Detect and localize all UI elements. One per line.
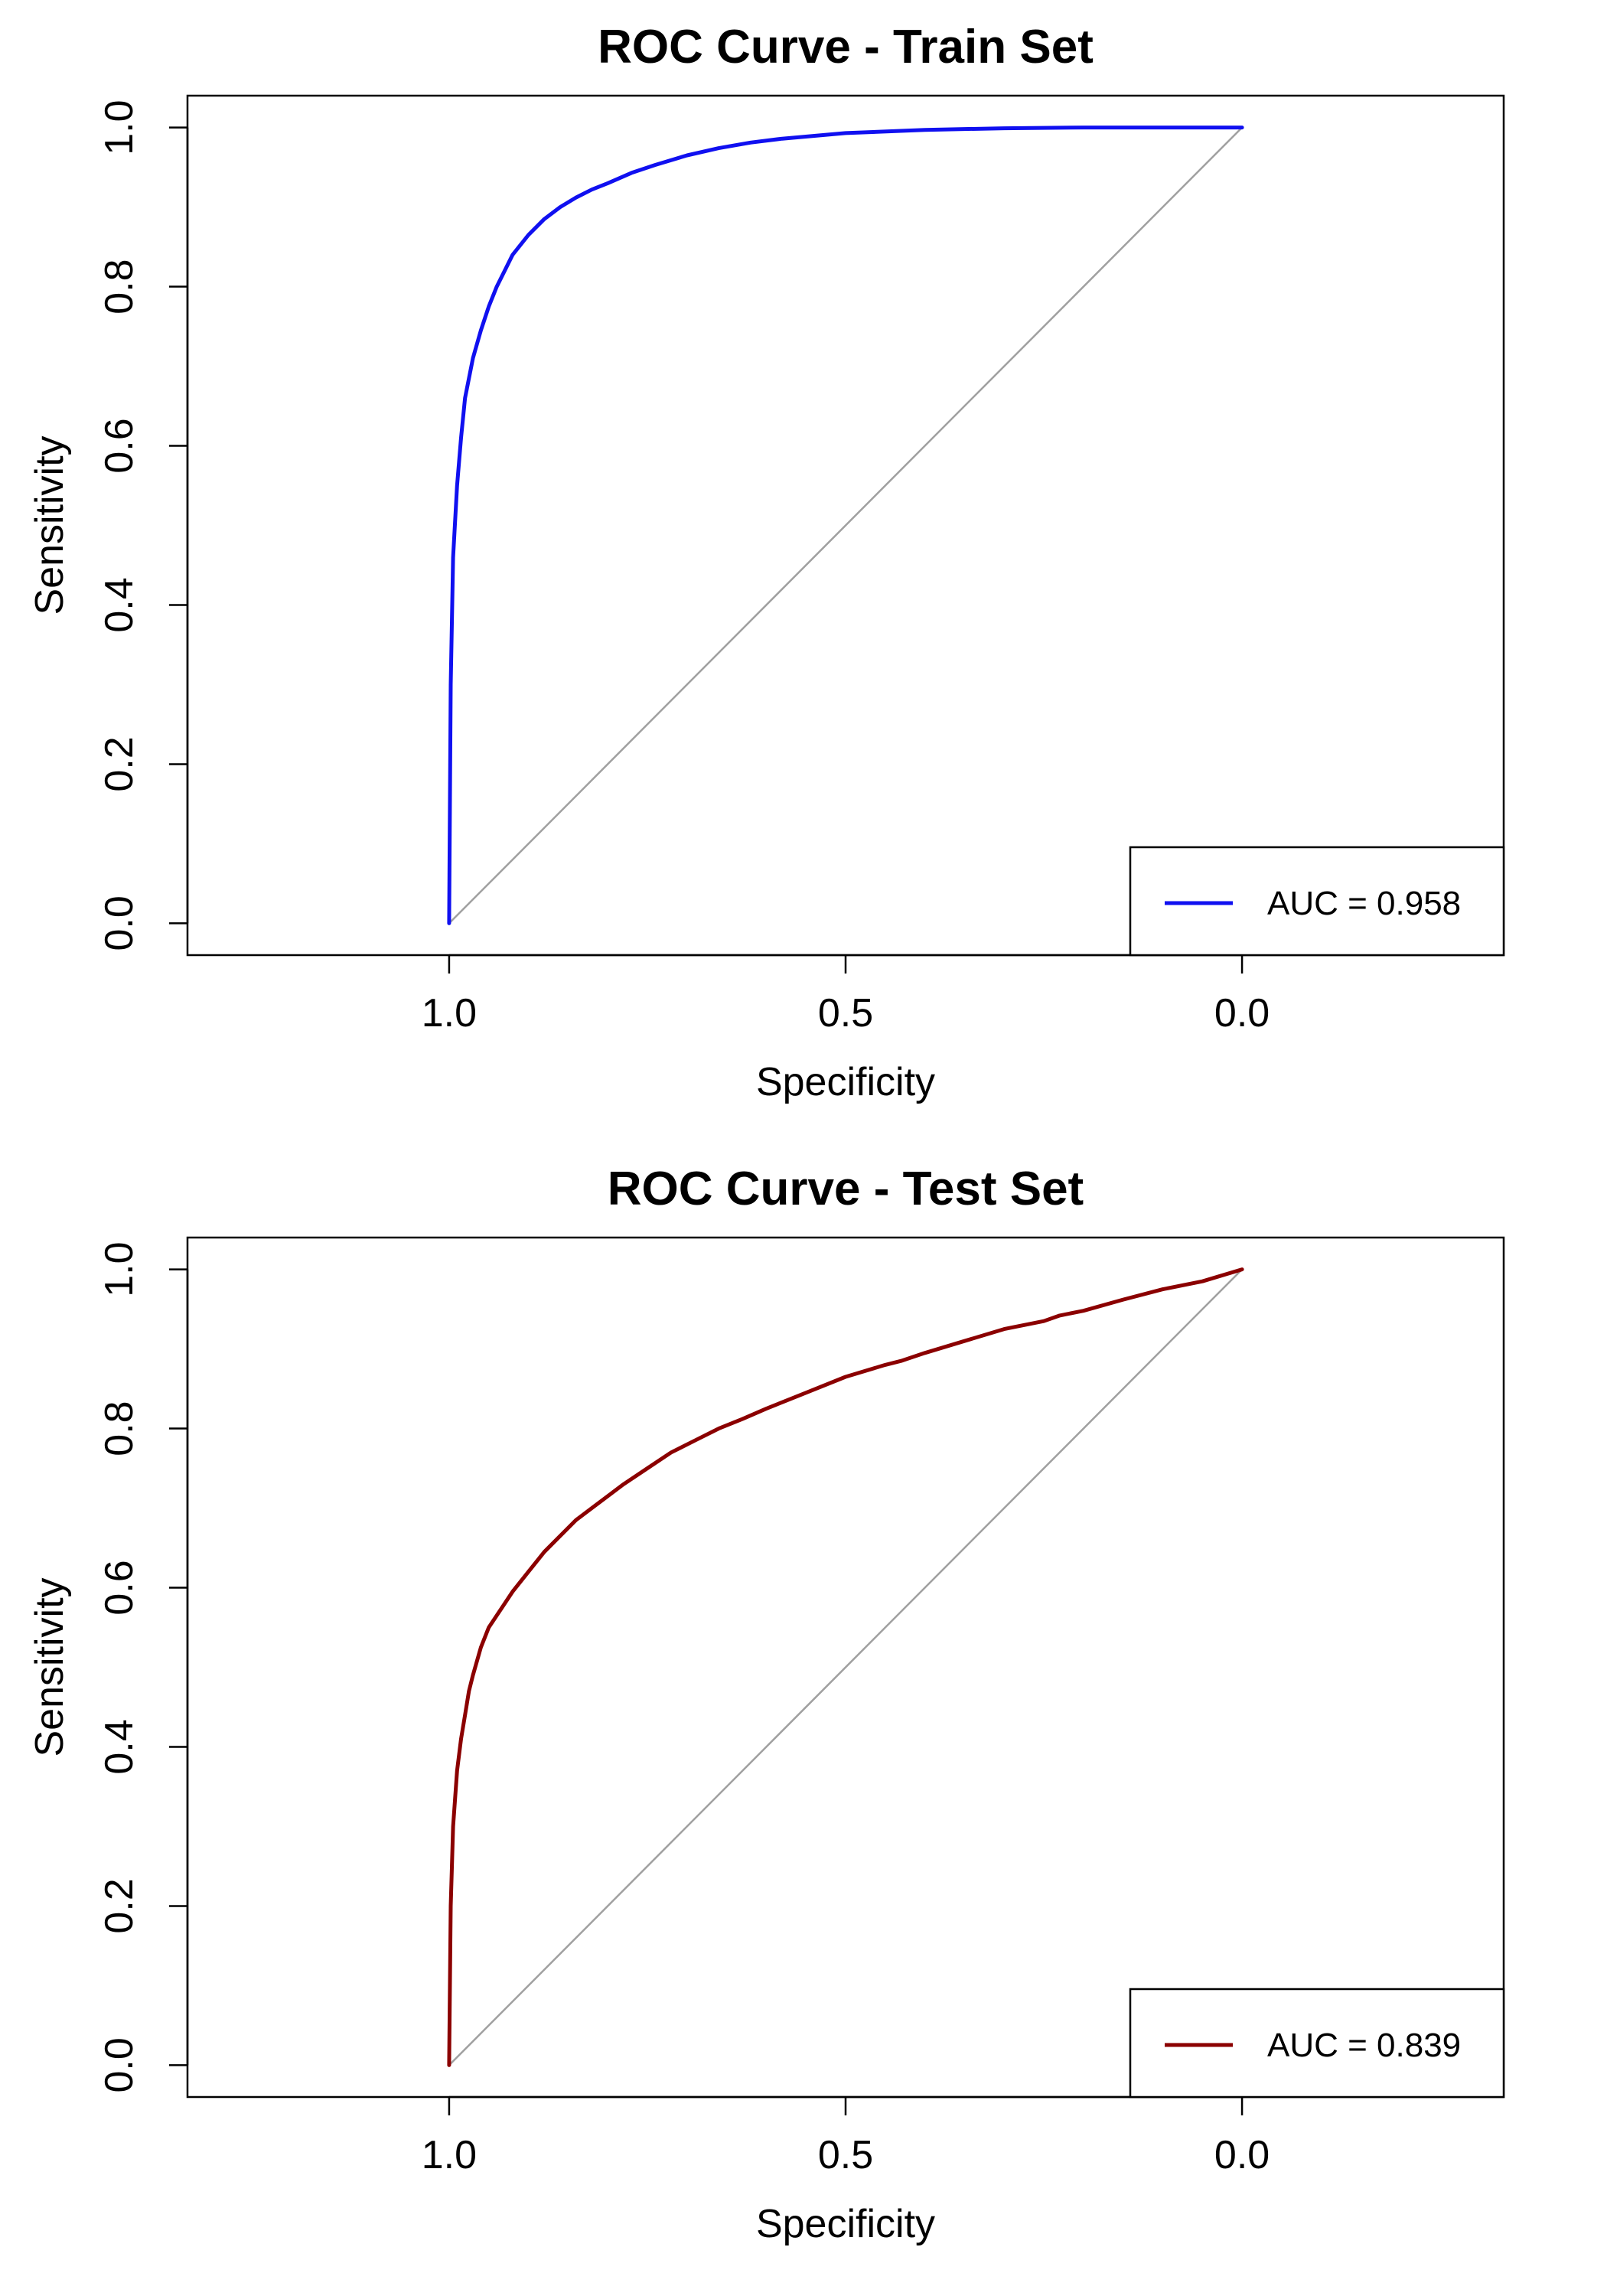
chart-title: ROC Curve - Train Set bbox=[598, 21, 1094, 73]
x-tick-label: 1.0 bbox=[422, 991, 477, 1035]
y-axis-label: Sensitivity bbox=[28, 1577, 72, 1756]
y-tick-label: 0.8 bbox=[97, 259, 142, 314]
x-tick-label: 0.0 bbox=[1214, 2133, 1270, 2177]
x-axis-label: Specificity bbox=[756, 2202, 935, 2246]
y-tick-label: 1.0 bbox=[97, 99, 142, 155]
y-axis-label: Sensitivity bbox=[28, 435, 72, 615]
legend-label: AUC = 0.958 bbox=[1267, 885, 1461, 922]
legend-label: AUC = 0.839 bbox=[1267, 2027, 1461, 2064]
y-tick-label: 0.0 bbox=[97, 895, 142, 951]
y-tick-label: 0.4 bbox=[97, 577, 142, 632]
reference-diagonal-line bbox=[448, 126, 1243, 925]
roc-curve-line bbox=[447, 1267, 1244, 2067]
test-chart: ROC Curve - Test Set 1.0 0.5 0.0 Specificity… bbox=[28, 1163, 1505, 2246]
train-chart: ROC Curve - Train Set 1.0 0.5 0.0 Specificit… bbox=[28, 21, 1505, 1104]
x-tick-label: 1.0 bbox=[422, 2133, 477, 2177]
y-tick-label: 0.2 bbox=[97, 736, 142, 791]
y-tick-label: 0.4 bbox=[97, 1719, 142, 1774]
y-tick-label: 0.6 bbox=[97, 1560, 142, 1615]
y-tick-label: 0.2 bbox=[97, 1878, 142, 1933]
y-tick-label: 0.6 bbox=[97, 418, 142, 473]
legend: AUC = 0.839 bbox=[1129, 1988, 1505, 2099]
legend: AUC = 0.958 bbox=[1129, 846, 1505, 957]
x-tick-label: 0.0 bbox=[1214, 991, 1270, 1035]
chart-title: ROC Curve - Test Set bbox=[608, 1163, 1084, 1215]
x-axis-label: Specificity bbox=[756, 1060, 935, 1104]
x-tick-label: 0.5 bbox=[818, 2133, 873, 2177]
x-tick-label: 0.5 bbox=[818, 991, 873, 1035]
y-tick-label: 1.0 bbox=[97, 1241, 142, 1296]
reference-diagonal-line bbox=[448, 1268, 1243, 2066]
y-tick-label: 0.8 bbox=[97, 1401, 142, 1456]
y-tick-label: 0.0 bbox=[97, 2037, 142, 2092]
roc-curve-line bbox=[447, 126, 1244, 925]
